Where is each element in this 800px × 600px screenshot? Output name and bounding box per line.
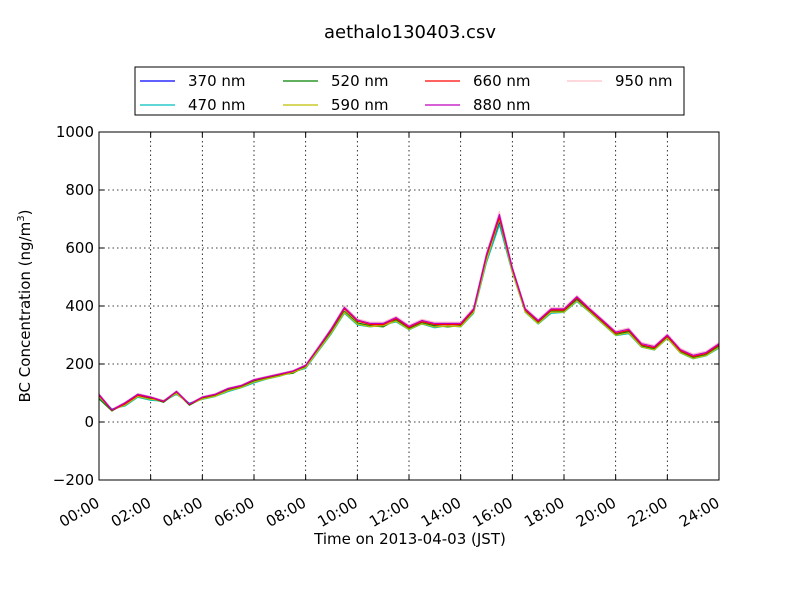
ticks: 00:00 02:00 04:00 06:00 08:00 10:00 12:00 14:00… — [53, 123, 723, 531]
y-tick-label: −200 — [53, 471, 94, 489]
y-tick-label: 600 — [65, 239, 94, 257]
y-tick-label: 0 — [84, 413, 94, 431]
y-tick-label: 1000 — [56, 123, 94, 141]
series-line-880-nm — [98, 214, 720, 411]
legend-label: 520 nm — [331, 72, 389, 90]
series-layer — [98, 211, 720, 412]
y-tick-label: 400 — [65, 297, 94, 315]
x-tick-label: 10:00 — [314, 494, 360, 531]
series-line-520-nm — [98, 219, 720, 412]
y-axis-label-text: BC Concentration (ng/m — [16, 222, 34, 403]
legend-label: 950 nm — [615, 72, 673, 90]
grid — [99, 132, 719, 480]
y-axis-label-sup: 3 — [16, 215, 27, 221]
x-tick-label: 06:00 — [211, 494, 257, 531]
series-line-660-nm — [98, 217, 720, 411]
legend-label: 370 nm — [188, 72, 246, 90]
x-tick-label: 08:00 — [263, 494, 309, 531]
x-tick-label: 18:00 — [521, 494, 567, 531]
legend-label: 880 nm — [473, 96, 531, 114]
y-axis-label-end: ) — [16, 210, 34, 216]
chart-title: aethalo130403.csv — [324, 22, 496, 43]
x-axis-label: Time on 2013-04-03 (JST) — [313, 530, 506, 548]
legend-box — [134, 66, 685, 116]
legend-label: 590 nm — [331, 96, 389, 114]
series-line-590-nm — [98, 218, 720, 411]
x-tick-label: 14:00 — [418, 494, 464, 531]
x-tick-label: 00:00 — [56, 494, 102, 531]
x-tick-label: 04:00 — [159, 494, 205, 531]
legend: 370 nm 470 nm 520 nm 590 nm 660 nm 880 nm 950 … — [134, 66, 685, 116]
legend-label: 470 nm — [188, 96, 246, 114]
y-tick-label: 200 — [65, 355, 94, 373]
x-tick-label: 20:00 — [573, 494, 619, 531]
x-tick-label: 16:00 — [469, 494, 515, 531]
x-tick-label: 02:00 — [108, 494, 154, 531]
y-tick-label: 800 — [65, 181, 94, 199]
y-axis-label: BC Concentration (ng/m3) — [16, 210, 34, 403]
x-tick-label: 12:00 — [366, 494, 412, 531]
x-tick-label: 24:00 — [676, 494, 722, 531]
legend-label: 660 nm — [473, 72, 531, 90]
x-tick-label: 22:00 — [624, 494, 670, 531]
